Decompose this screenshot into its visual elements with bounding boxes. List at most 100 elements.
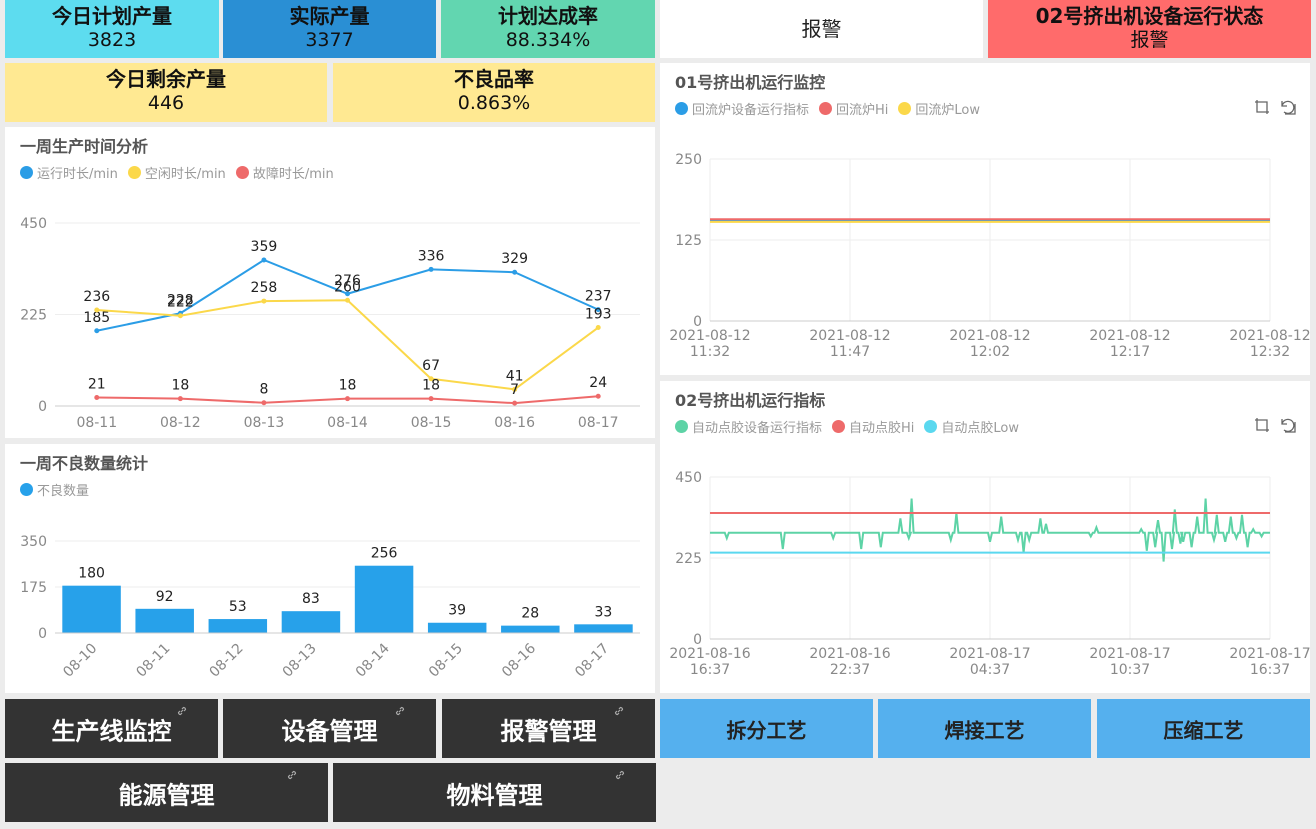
legend-fault[interactable]: 故障时长/min [235,163,334,182]
x-tick-label: 08-17 [572,641,612,681]
legend-run[interactable]: 运行时长/min [20,163,118,182]
kpi-actual-title: 实际产量 [289,4,370,28]
y-tick-label: 350 [20,534,47,550]
data-point [177,313,183,319]
x-tick-label-time: 11:32 [690,344,730,360]
nav-material-button[interactable]: 物料管理 [333,763,656,822]
legend-reflow-low[interactable]: 回流炉Low [898,99,980,118]
monitor-01-panel: 01号挤出机运行监控 回流炉设备运行指标 回流炉Hi 回流炉Low 0 125 25… [660,63,1310,375]
y-tick-label: 125 [675,233,702,249]
split-process-button[interactable]: 拆分工艺 [660,699,873,758]
weld-process-label: 焊接工艺 [944,718,1025,742]
legend-label: 回流炉Low [915,103,981,118]
data-point [595,325,601,331]
nav-line-monitor-label: 生产线监控 [51,717,172,745]
compress-process-label: 压缩工艺 [1163,718,1244,742]
kpi-02-status-title: 02号挤出机设备运行状态 [1035,4,1264,28]
legend-label: 运行时长/min [37,167,118,182]
x-tick-label-time: 12:17 [1110,344,1150,360]
nav-line-monitor-button[interactable]: 生产线监控 [5,699,218,758]
data-point [595,393,601,399]
zoom-select-icon[interactable] [1254,417,1270,433]
zoom-select-icon[interactable] [1254,99,1270,115]
legend-glue-index[interactable]: 自动点胶设备运行指标 [675,417,822,436]
data-point [595,307,601,313]
kpi-defect-title: 不良品率 [454,67,534,91]
nav-energy-button[interactable]: 能源管理 [5,763,328,822]
x-tick-label: 08-14 [327,415,368,431]
link-icon [287,770,297,780]
weld-process-button[interactable]: 焊接工艺 [878,699,1091,758]
y-tick-label: 0 [693,314,702,330]
link-icon [177,706,187,716]
kpi-actual-value: 3377 [305,29,354,51]
legend-reflow-hi[interactable]: 回流炉Hi [819,99,888,118]
legend-dot-icon [924,420,938,433]
legend-idle[interactable]: 空闲时长/min [127,163,226,182]
x-tick-label: 08-12 [207,641,247,681]
data-label: 258 [251,280,278,296]
link-icon [614,706,624,716]
legend-label: 回流炉设备运行指标 [692,103,810,118]
legend-glue-low[interactable]: 自动点胶Low [924,417,1019,436]
y-tick-label: 0 [693,632,702,648]
legend-dot-icon [235,166,249,179]
data-point [512,269,518,275]
data-label: 359 [251,239,278,255]
y-tick-label: 0 [38,399,47,415]
legend-label: 不良数量 [37,484,90,499]
data-label: 193 [585,307,612,323]
legend-glue-hi[interactable]: 自动点胶Hi [832,417,914,436]
bar [208,619,268,633]
data-label: 24 [589,375,607,391]
x-tick-label-time: 04:37 [970,662,1010,678]
legend-label: 回流炉Hi [836,103,889,118]
legend-reflow-index[interactable]: 回流炉设备运行指标 [675,99,809,118]
week-defect-title: 一周不良数量统计 [20,454,149,473]
legend-dot-icon [898,102,912,115]
zoom-reset-icon[interactable] [1280,417,1296,433]
nav-alarm-mgmt-button[interactable]: 报警管理 [442,699,655,758]
data-point [261,298,267,304]
monitor-02-toolbox [1254,417,1296,433]
link-icon [615,770,625,780]
compress-process-button[interactable]: 压缩工艺 [1097,699,1310,758]
bar-label: 92 [156,589,174,605]
kpi-actual-output: 实际产量 3377 [223,0,436,58]
monitor-02-panel: 02号挤出机运行指标 自动点胶设备运行指标 自动点胶Hi 自动点胶Low 0 22… [660,381,1310,693]
bar-label: 28 [521,606,539,622]
bar [135,608,194,633]
legend-dot-icon [20,166,33,179]
series-line [710,498,1270,562]
data-label: 7 [510,382,519,398]
monitor-02-legend: 自动点胶设备运行指标 自动点胶Hi 自动点胶Low [675,417,1019,436]
nav-equipment-button[interactable]: 设备管理 [223,699,436,758]
bar-label: 39 [448,603,466,619]
data-point [428,396,434,402]
alarm-indicator: 报警 [660,0,983,58]
week-defect-chart: 0 175 350 180 08-10 92 08-11 53 08-12 83 08-13 256 0… [20,534,640,681]
data-point [512,400,518,406]
zoom-reset-icon[interactable] [1280,99,1296,115]
legend-defect[interactable]: 不良数量 [20,480,89,499]
week-defect-panel: 一周不良数量统计 不良数量 0 175 350 180 08-10 92 08-11 53 08… [5,444,655,693]
kpi-plan-output: 今日计划产量 3823 [5,0,219,58]
x-tick-label-date: 2021-08-12 [809,328,890,344]
nav-energy-label: 能源管理 [118,781,215,809]
bar [574,624,633,633]
data-label: 8 [259,382,268,398]
kpi-remaining-output: 今日剩余产量 446 [5,63,327,122]
kpi-remain-value: 446 [147,92,185,114]
y-tick-label: 450 [20,216,47,232]
kpi-rate-value: 88.334% [505,29,591,51]
kpi-plan-title: 今日计划产量 [52,4,172,28]
data-label: 67 [422,358,440,374]
data-label: 185 [83,310,110,326]
data-point [94,328,100,334]
nav-equipment-label: 设备管理 [281,717,378,745]
legend-dot-icon [675,102,688,115]
legend-dot-icon [675,420,688,433]
x-tick-label: 08-10 [60,641,100,681]
x-tick-label-date: 2021-08-12 [1229,328,1310,344]
x-tick-label-time: 12:32 [1250,344,1290,360]
